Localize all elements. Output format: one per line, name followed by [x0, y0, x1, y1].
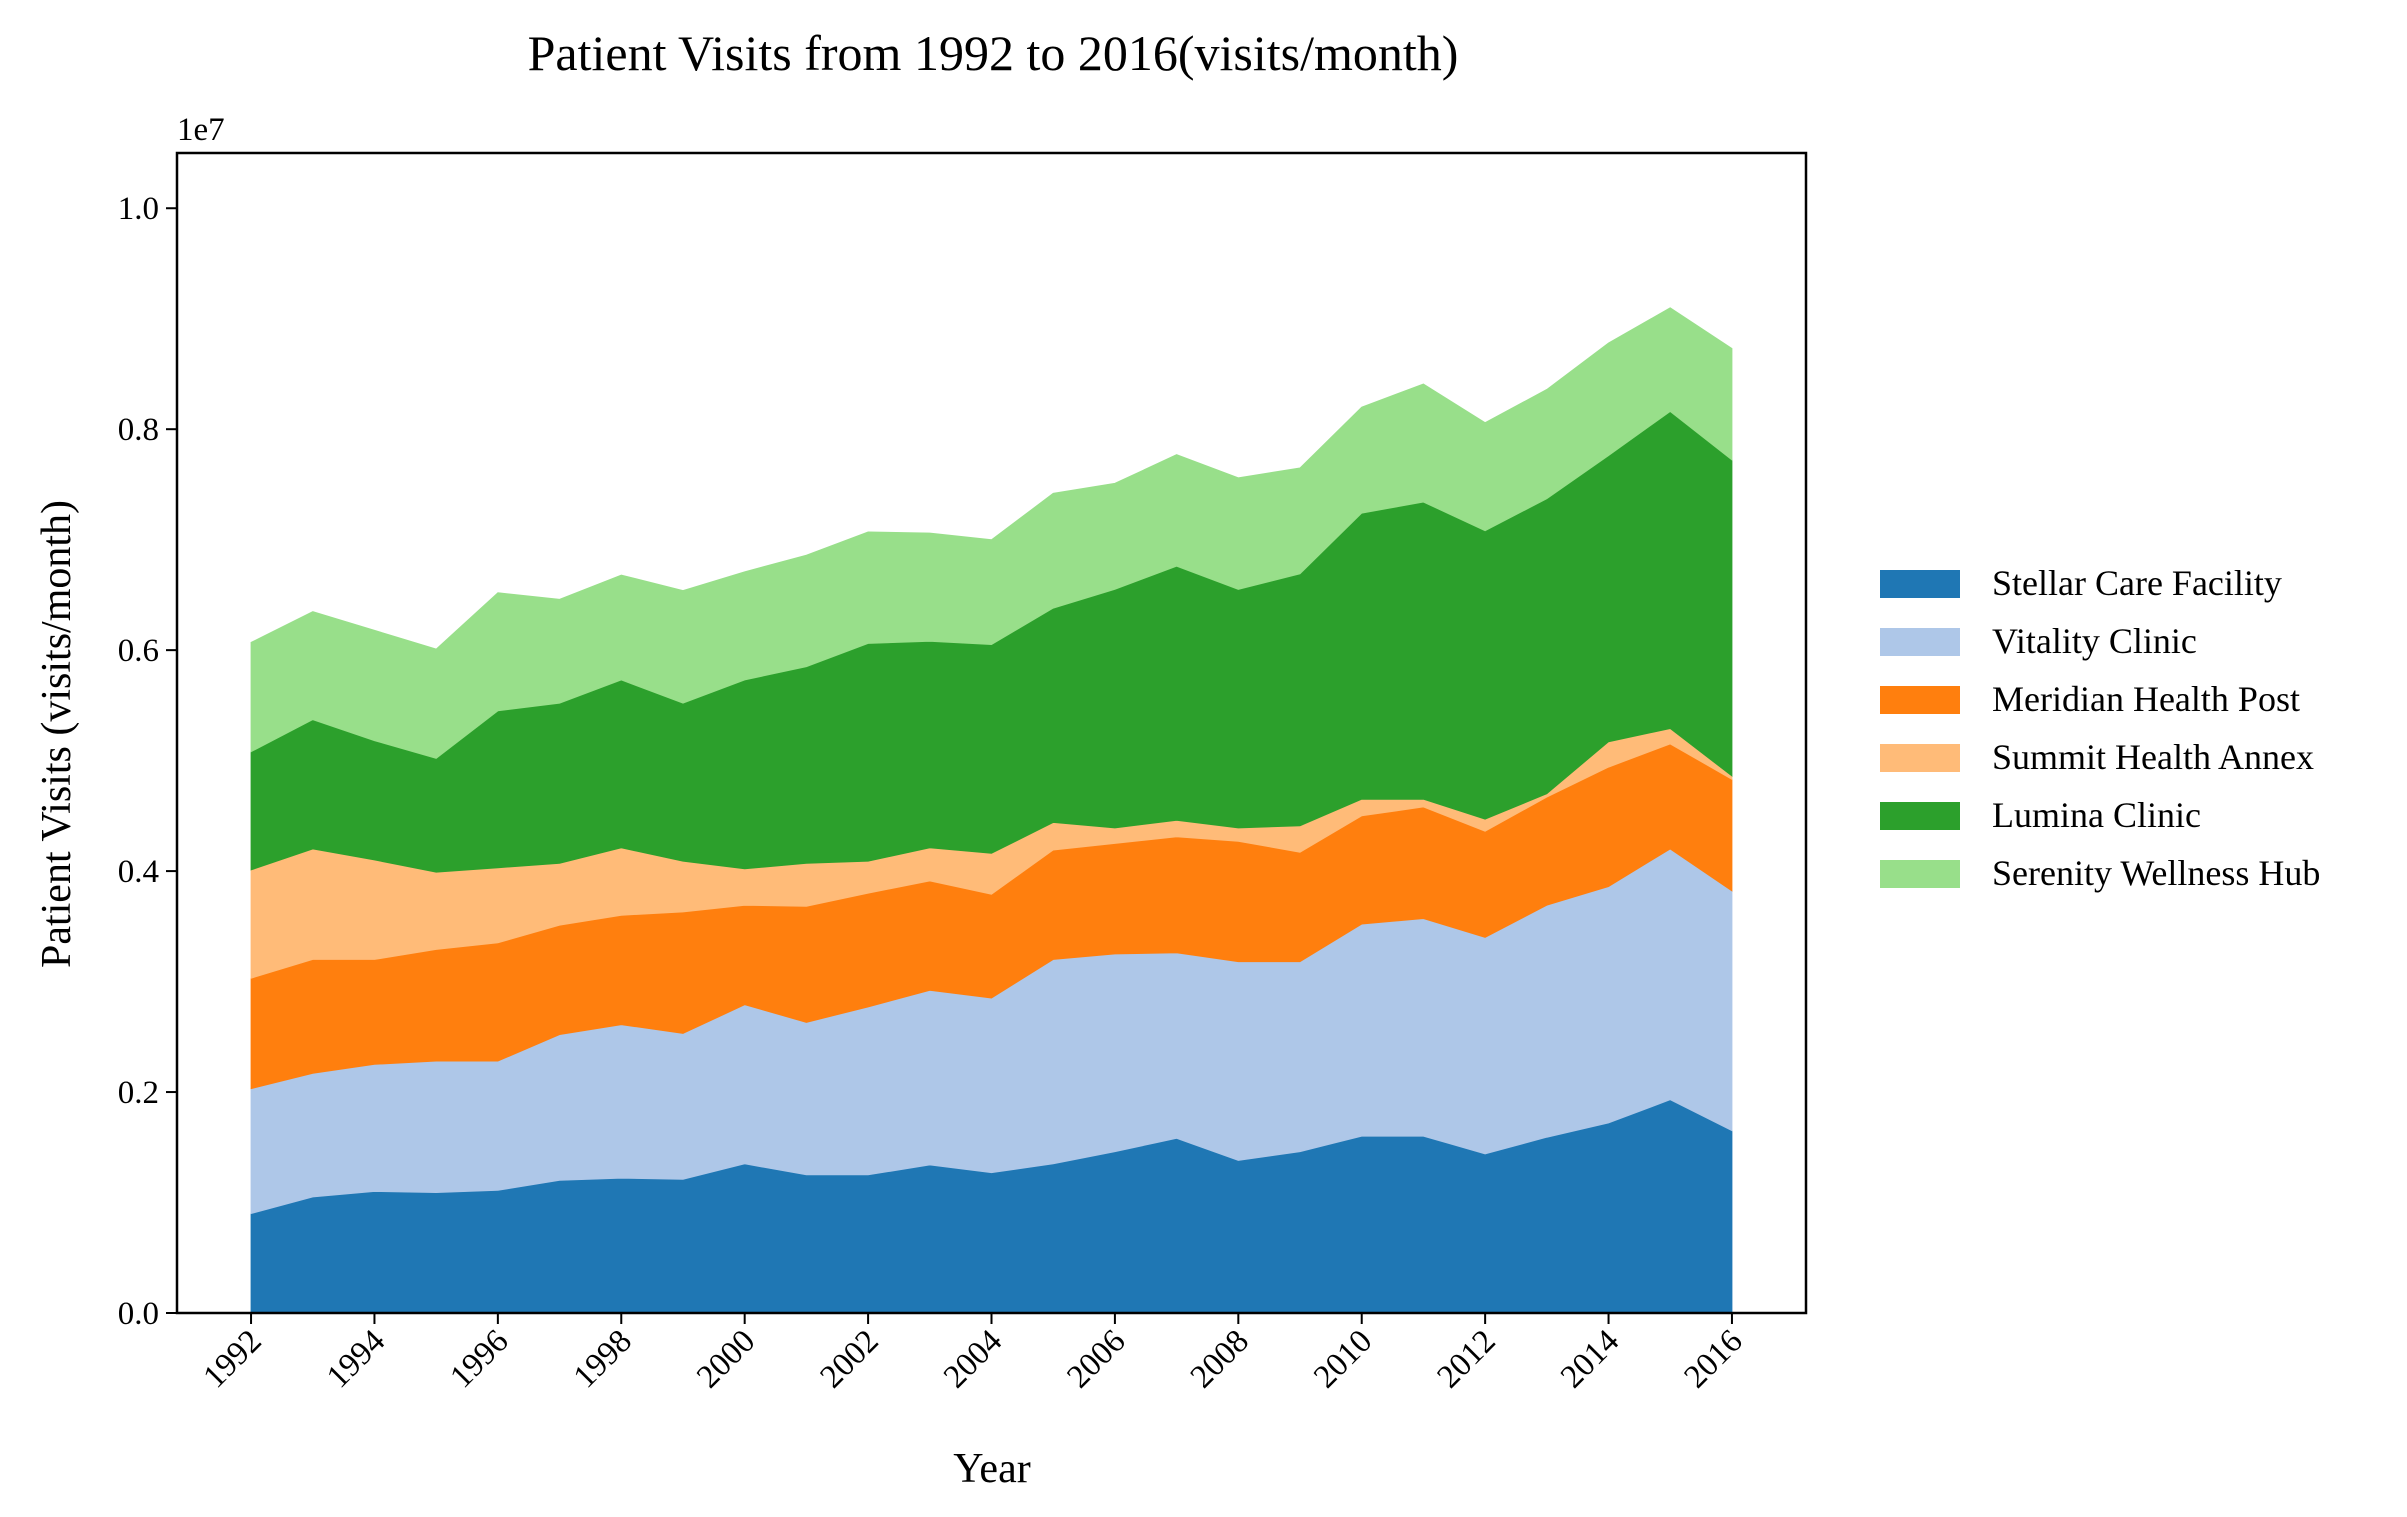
area-series-serenity-wellness-hub [250, 307, 1733, 759]
chart-title: Patient Visits from 1992 to 2016(visits/… [528, 25, 1459, 81]
legend-label: Stellar Care Facility [1992, 563, 2282, 603]
legend-label: Serenity Wellness Hub [1992, 853, 2320, 893]
y-axis-title: Patient Visits (visits/month) [34, 500, 80, 968]
y-tick-label: 0.4 [118, 854, 159, 890]
y-tick-label: 0.0 [118, 1296, 159, 1332]
legend: Stellar Care Facility Vitality Clinic Meri… [1880, 563, 2320, 893]
legend-swatch [1880, 860, 1960, 888]
legend-swatch [1880, 802, 1960, 830]
area-series-group [250, 307, 1733, 1314]
legend-swatch [1880, 628, 1960, 656]
legend-label: Summit Health Annex [1992, 737, 2314, 777]
x-axis-title: Year [953, 1446, 1030, 1492]
legend-label: Lumina Clinic [1992, 795, 2201, 835]
legend-swatch [1880, 570, 1960, 598]
legend-swatch [1880, 744, 1960, 772]
legend-swatch [1880, 686, 1960, 714]
y-tick-label: 0.8 [118, 412, 159, 448]
y-axis: 0.0 0.2 0.4 0.6 0.8 1.0 [118, 191, 177, 1332]
y-offset-label: 1e7 [177, 112, 225, 148]
legend-label: Meridian Health Post [1992, 679, 2300, 719]
legend-label: Vitality Clinic [1992, 621, 2197, 661]
y-tick-label: 1.0 [118, 191, 159, 227]
y-tick-label: 0.6 [118, 633, 159, 669]
y-tick-label: 0.2 [118, 1075, 159, 1111]
